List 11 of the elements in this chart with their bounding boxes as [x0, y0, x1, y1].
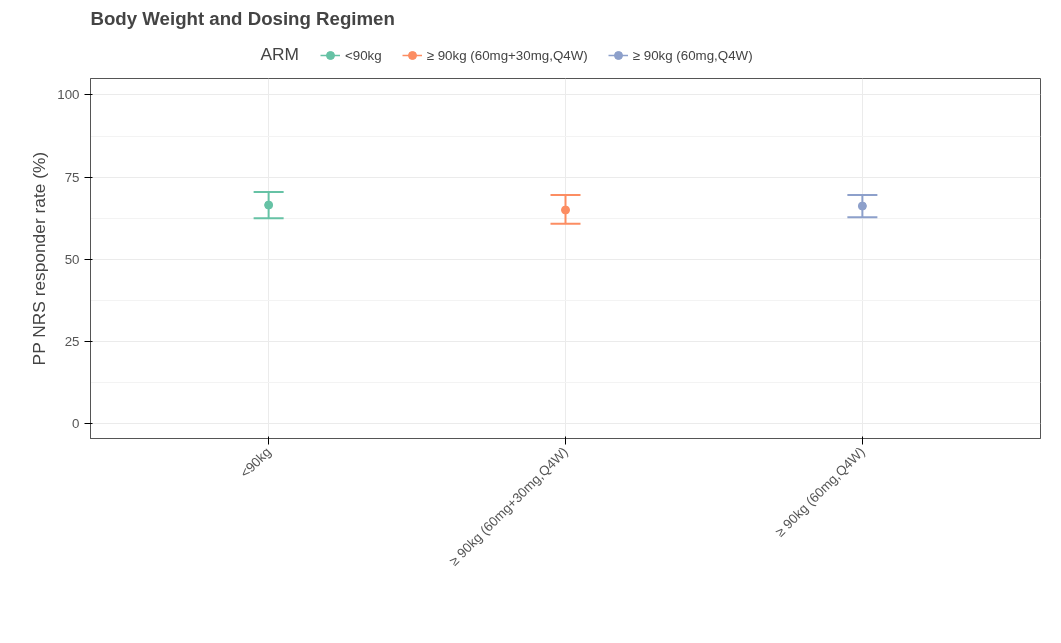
legend-label: ≥ 90kg (60mg+30mg,Q4W) — [426, 47, 588, 63]
legend-title: ARM — [260, 43, 300, 64]
y-axis-title: PP NRS responder rate (%) — [29, 151, 50, 366]
chart-title: Body Weight and Dosing Regimen — [90, 7, 395, 29]
y-tick-label: 100 — [57, 87, 80, 103]
legend-label: ≥ 90kg (60mg,Q4W) — [632, 47, 753, 63]
legend-label: <90kg — [345, 47, 382, 63]
y-tick-label: 50 — [64, 251, 80, 267]
y-tick-label: 25 — [64, 334, 80, 350]
y-tick-label: 0 — [72, 416, 80, 432]
y-tick-label: 75 — [64, 169, 80, 185]
